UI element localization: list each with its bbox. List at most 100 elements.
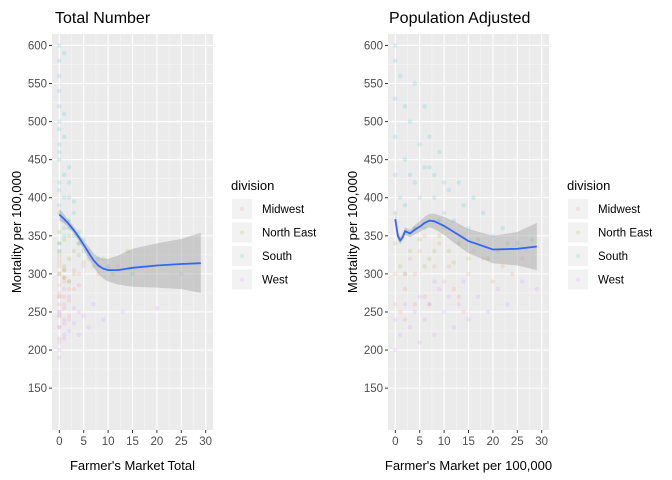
data-point-midwest <box>480 256 486 261</box>
x-tick-label: 15 <box>462 436 475 448</box>
data-point-south <box>529 237 535 242</box>
data-point-south <box>61 134 67 140</box>
data-point-south <box>427 165 432 170</box>
data-point-north-east <box>61 267 67 273</box>
data-point-west <box>61 321 67 326</box>
data-point-west <box>71 321 77 326</box>
y-tick-label: 500 <box>28 117 47 129</box>
data-point-midwest <box>76 271 82 277</box>
y-tick-label: 600 <box>28 40 47 52</box>
legend-key <box>232 269 252 290</box>
data-point-south <box>66 165 72 170</box>
data-point-north-east <box>466 256 471 261</box>
data-point-south <box>57 104 62 109</box>
y-tick-label: 400 <box>28 193 47 205</box>
x-tick-label: 15 <box>126 436 139 448</box>
x-tick-label: 10 <box>102 436 115 448</box>
data-point-west <box>417 340 422 345</box>
data-point-west <box>407 324 413 330</box>
x-tick-label: 30 <box>535 436 548 448</box>
data-point-south <box>66 180 72 185</box>
y-tick-label: 250 <box>28 307 47 319</box>
legend-key <box>568 246 588 266</box>
data-point-north-east <box>57 260 62 265</box>
data-point-midwest <box>61 305 67 311</box>
data-point-south <box>61 50 67 56</box>
y-tick-label: 200 <box>28 345 47 357</box>
data-point-midwest <box>57 271 62 277</box>
data-point-midwest <box>57 302 62 307</box>
data-point-north-east <box>402 271 408 277</box>
data-point-south <box>466 225 471 231</box>
data-point-midwest <box>466 271 471 277</box>
data-point-south <box>432 195 437 200</box>
legend-key-point <box>575 230 581 235</box>
data-point-south <box>66 218 72 223</box>
data-point-west <box>57 355 62 360</box>
data-point-south <box>402 157 408 162</box>
data-point-south <box>71 199 77 204</box>
data-point-west <box>402 271 408 277</box>
x-axis-title: Farmer's Market per 100,000 <box>385 458 552 473</box>
data-point-south <box>393 210 398 216</box>
data-point-north-east <box>61 264 67 269</box>
data-point-west <box>61 336 67 341</box>
data-point-west <box>66 294 72 299</box>
data-point-midwest <box>81 264 86 269</box>
data-point-midwest <box>61 317 67 322</box>
data-point-midwest <box>57 324 62 330</box>
chart-1: 0 5 10 15 20 25 30 150 200 250 300 350 400 450 500 550 6… <box>9 10 317 473</box>
data-point-midwest <box>446 264 452 269</box>
legend-label: West <box>262 275 289 287</box>
data-point-north-east <box>446 248 452 254</box>
data-point-north-east <box>407 248 413 254</box>
data-point-south <box>57 73 62 79</box>
y-tick-label: 200 <box>364 345 383 357</box>
data-point-west <box>61 286 67 292</box>
data-point-west <box>393 347 398 353</box>
y-axis-title: Mortality per 100,000 <box>9 171 24 293</box>
data-point-midwest <box>407 256 413 261</box>
data-point-north-east <box>456 241 461 246</box>
data-point-west <box>427 302 432 307</box>
data-point-south <box>57 248 62 254</box>
data-point-south <box>393 172 398 178</box>
data-point-midwest <box>451 286 457 292</box>
data-point-north-east <box>71 248 77 254</box>
data-point-midwest <box>57 256 62 261</box>
data-point-south <box>500 225 505 231</box>
data-point-west <box>76 332 82 338</box>
y-tick-label: 300 <box>364 269 383 281</box>
data-point-north-east <box>91 264 96 269</box>
data-point-south <box>417 142 422 147</box>
data-point-west <box>154 305 160 311</box>
data-point-south <box>407 119 413 124</box>
y-tick-label: 450 <box>364 155 383 167</box>
data-point-south <box>393 134 398 140</box>
data-point-midwest <box>490 279 496 284</box>
data-point-midwest <box>115 264 121 269</box>
trend-line <box>58 213 201 271</box>
data-point-north-east <box>57 241 62 246</box>
data-point-west <box>57 324 62 330</box>
x-tick-label: 30 <box>199 436 212 448</box>
data-point-west <box>437 286 442 292</box>
x-tick-label: 5 <box>81 436 87 448</box>
data-point-midwest <box>57 336 62 341</box>
data-point-north-east <box>417 237 422 242</box>
data-point-south <box>57 241 62 246</box>
data-point-south <box>422 225 427 231</box>
y-tick-label: 350 <box>28 231 47 243</box>
data-point-midwest <box>397 309 403 315</box>
data-point-south <box>57 126 62 132</box>
data-point-south <box>71 210 77 216</box>
data-point-south <box>397 73 403 79</box>
data-point-south <box>57 203 62 208</box>
data-point-midwest <box>86 256 91 261</box>
data-point-north-east <box>101 256 106 261</box>
legend-key-point <box>575 277 581 282</box>
data-point-south <box>437 218 442 223</box>
data-point-south <box>61 195 67 200</box>
data-point-midwest <box>412 302 418 307</box>
confidence-band <box>395 211 537 271</box>
